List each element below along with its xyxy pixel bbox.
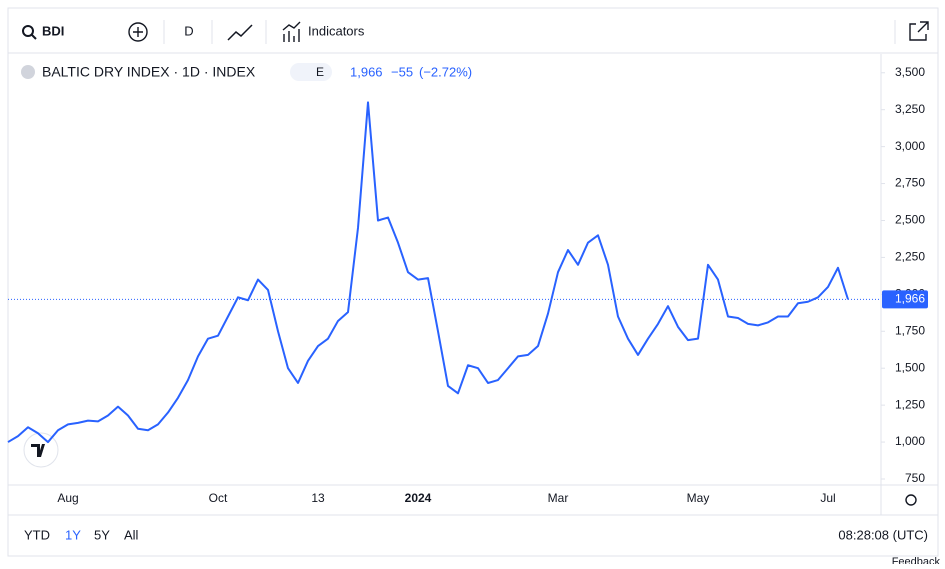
interval[interactable]: D [184, 23, 193, 38]
clock: 08:28:08 (UTC) [838, 527, 928, 542]
x-tick-label: May [687, 491, 710, 505]
indicators-button[interactable]: Indicators [308, 23, 365, 38]
y-tick-label: 2,750 [895, 176, 925, 190]
compare-button[interactable] [128, 22, 148, 42]
chart-type-button[interactable] [227, 24, 253, 41]
badge [290, 63, 332, 81]
y-tick-label: 3,000 [895, 139, 925, 153]
legend-change: −55 [391, 64, 413, 79]
symbol[interactable]: BDI [42, 23, 64, 38]
popout-button[interactable] [909, 21, 929, 41]
y-tick-label: 2,500 [895, 213, 925, 227]
settings-button[interactable] [905, 494, 917, 506]
x-tick-label: Oct [209, 491, 228, 505]
y-tick-label: 750 [905, 471, 925, 485]
legend-price: 1,966 [350, 64, 383, 79]
range-button[interactable]: 1Y [65, 527, 81, 542]
range-button[interactable]: 5Y [94, 527, 110, 542]
legend-change-pct: (−2.72%) [419, 64, 472, 79]
last-price-label: 1,966 [895, 292, 925, 306]
x-tick-label: 13 [311, 491, 325, 505]
tv-logo-mark [31, 444, 45, 457]
y-tick-label: 3,500 [895, 65, 925, 79]
compare-icon [133, 27, 143, 37]
x-tick-label: Mar [548, 491, 569, 505]
frame [7, 7, 939, 557]
y-tick-label: 1,750 [895, 323, 925, 337]
last-price-tag [882, 290, 928, 309]
x-tick-label: Aug [57, 491, 78, 505]
range-button[interactable]: All [124, 527, 139, 542]
search-icon [31, 34, 37, 40]
badge-label: E [316, 65, 324, 79]
legend-title: BALTIC DRY INDEX · 1D · INDEX [42, 64, 256, 80]
y-tick-label: 3,250 [895, 102, 925, 116]
y-tick-label: 1,500 [895, 360, 925, 374]
indicators-icon [282, 21, 301, 42]
symbol-logo [21, 65, 35, 79]
feedback-link[interactable]: Feedback [892, 556, 941, 568]
x-tick-label: Jul [820, 491, 835, 505]
x-tick-label: 2024 [405, 491, 432, 505]
y-tick-label: 1,000 [895, 434, 925, 448]
range-button[interactable]: YTD [24, 527, 50, 542]
y-tick-label: 2,250 [895, 250, 925, 264]
y-tick-label: 1,250 [895, 397, 925, 411]
search-icon[interactable] [22, 25, 34, 37]
price-line [7, 101, 849, 444]
